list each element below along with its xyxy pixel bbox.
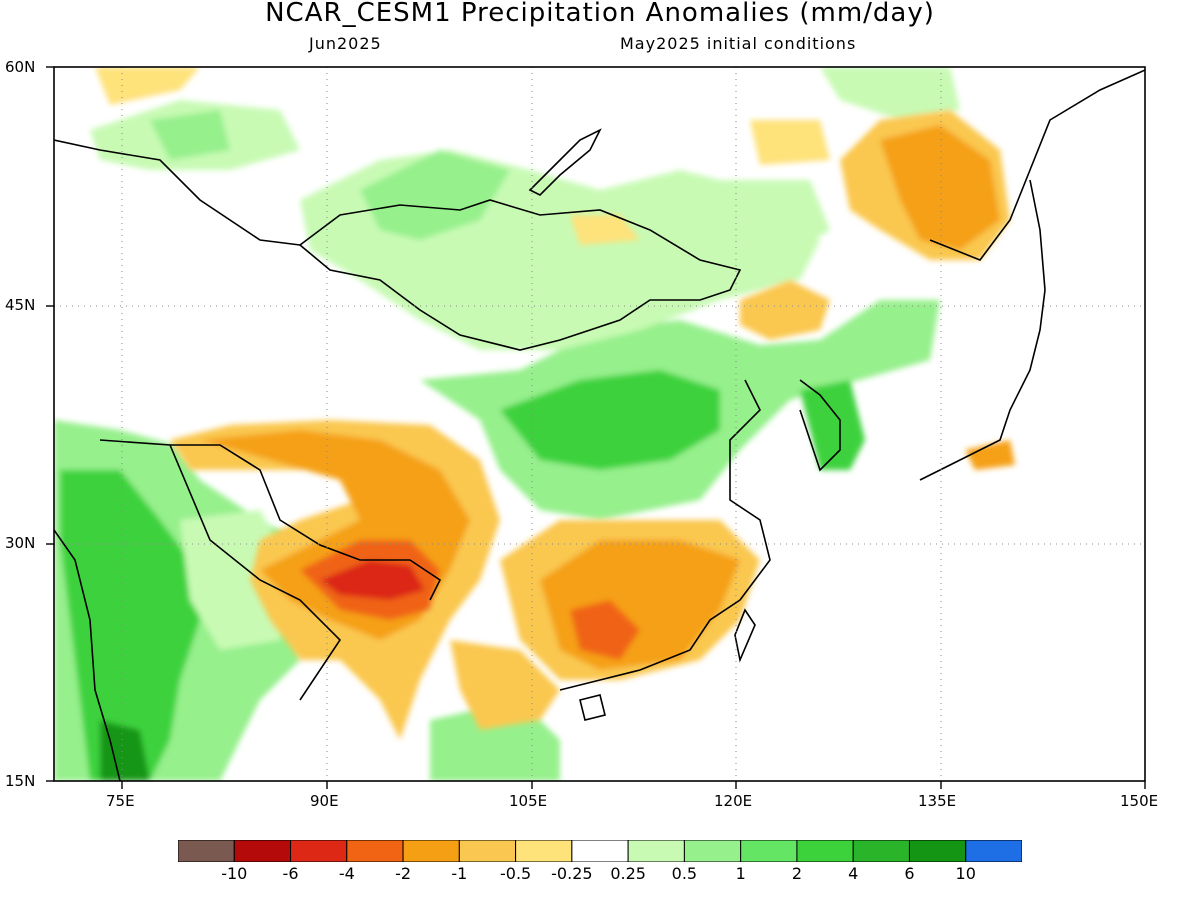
colorbar-label: 10 — [955, 864, 976, 883]
colorbar-swatch — [178, 840, 235, 862]
colorbar-swatch — [290, 840, 348, 862]
colorbar-label: -0.5 — [499, 864, 532, 883]
colorbar-label: 0.25 — [610, 864, 646, 883]
colorbar-label: 4 — [848, 864, 859, 883]
mongolia-wet-core — [360, 150, 510, 240]
map-frame — [53, 66, 1146, 782]
colorbar-label: 2 — [791, 864, 803, 883]
colorbar-label: 1 — [735, 864, 746, 883]
korea-coast — [799, 379, 841, 472]
colorbar-label: 0.5 — [671, 864, 698, 883]
east-china-coast — [559, 379, 771, 691]
colorbar-swatch — [458, 840, 517, 862]
india-wet-peak — [100, 720, 150, 781]
dry-anomaly-areas — [95, 67, 1015, 740]
kazakh-border — [54, 139, 301, 246]
coastlines-and-borders — [54, 69, 1145, 781]
anomaly-field — [54, 67, 1015, 781]
chart-title: NCAR_CESM1 Precipitation Anomalies (mm/d… — [265, 0, 935, 28]
colorbar-swatch — [515, 840, 573, 862]
india-coast — [54, 529, 121, 781]
lon-label-105e: 105E — [509, 792, 548, 810]
colorbar-swatch — [571, 840, 629, 862]
graticule — [54, 67, 1145, 781]
colorbar-swatch — [346, 840, 404, 862]
lat-label-60n: 60N — [5, 58, 36, 76]
far-east-dry-core — [880, 125, 1000, 250]
lat-label-15n: 15N — [5, 772, 36, 790]
colorbar-label: -4 — [338, 864, 355, 883]
colorbar-label: 6 — [904, 864, 915, 883]
taiwan-coast — [734, 608, 756, 663]
initial-conditions: May2025 initial conditions — [620, 34, 857, 53]
japan-dry-area — [965, 440, 1015, 470]
lon-label-135e: 135E — [918, 792, 957, 810]
north-dry-area — [95, 67, 200, 105]
colorbar-swatch — [908, 840, 967, 862]
colorbar-swatch — [852, 840, 910, 862]
colorbar-label: -1 — [451, 864, 468, 883]
lat-label-45n: 45N — [5, 296, 36, 314]
baikal-lake — [528, 128, 602, 196]
colorbar — [178, 840, 1022, 862]
colorbar-label: -0.25 — [551, 864, 593, 883]
inner-mongolia-dry-area — [570, 215, 640, 245]
himalaya-border — [99, 439, 342, 701]
colorbar-label: -2 — [395, 864, 412, 883]
china-border — [298, 199, 742, 351]
ne-china-dry-area — [740, 280, 830, 340]
colorbar-swatch — [740, 840, 798, 862]
colorbar-swatch — [402, 840, 460, 862]
lon-label-90e: 90E — [310, 792, 339, 810]
wet-anomaly-areas — [54, 67, 960, 781]
lon-label-75e: 75E — [106, 792, 135, 810]
indochina-dry-area — [450, 640, 560, 730]
lon-label-150e: 150E — [1120, 792, 1159, 810]
lat-label-30n: 30N — [5, 534, 36, 552]
tibet-dry-peak — [320, 560, 425, 600]
ne-china-wet-area — [720, 180, 830, 260]
axis-ticks — [46, 66, 1146, 789]
colorbar-label: -10 — [221, 864, 248, 883]
tibet-border — [170, 444, 442, 601]
colorbar-swatch — [796, 840, 854, 862]
colorbar-label: -6 — [282, 864, 299, 883]
northeast-wet-area — [820, 67, 960, 120]
hainan-coast — [579, 694, 606, 721]
mongolia-dry-area — [750, 120, 830, 165]
sakhalin-coast — [1029, 179, 1046, 291]
colorbar-swatch — [627, 840, 685, 862]
russia-coast — [929, 69, 1145, 261]
siberia-wet-core — [150, 110, 230, 160]
colorbar-swatch — [965, 840, 1022, 862]
forecast-month: Jun2025 — [309, 34, 382, 53]
india-wet-core — [60, 470, 200, 781]
japan-coast — [919, 289, 1046, 481]
precipitation-map — [46, 66, 1146, 789]
korea-wet-area — [800, 380, 865, 470]
colorbar-swatch — [683, 840, 742, 862]
south-china-dry-strong — [570, 600, 640, 660]
colorbar-swatch — [233, 840, 292, 862]
north-china-wet-core — [500, 370, 720, 470]
lon-label-120e: 120E — [714, 792, 753, 810]
